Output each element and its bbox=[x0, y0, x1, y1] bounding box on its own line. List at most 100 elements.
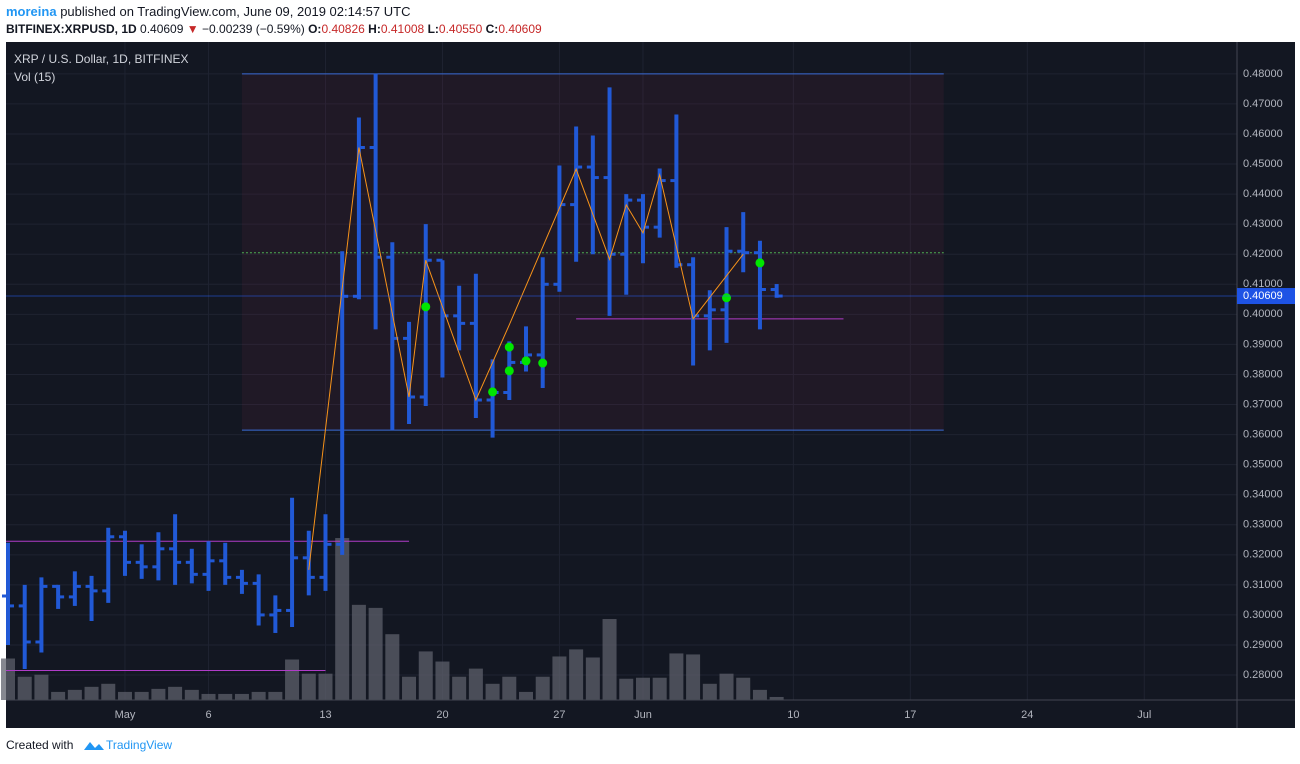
y-tick-label: 0.39000 bbox=[1243, 338, 1283, 350]
x-tick-label: Jul bbox=[1137, 709, 1151, 721]
l: 0.40550 bbox=[438, 22, 483, 36]
symbol-line: BITFINEX:XRPUSD, 1D 0.40609 ▼ −0.00239 (… bbox=[6, 22, 542, 36]
volume-bar bbox=[117, 691, 132, 700]
volume-bar bbox=[736, 677, 751, 700]
volume-bar bbox=[151, 688, 166, 700]
c-label: C: bbox=[485, 22, 499, 36]
y-tick-label: 0.33000 bbox=[1243, 519, 1283, 531]
volume-bar bbox=[268, 691, 283, 700]
y-tick-label: 0.43000 bbox=[1243, 218, 1283, 230]
y-tick-label: 0.29000 bbox=[1243, 639, 1283, 651]
volume-bar bbox=[51, 691, 66, 700]
volume-bar bbox=[702, 683, 717, 700]
volume-bar bbox=[1, 658, 16, 700]
volume-bar bbox=[686, 654, 701, 700]
y-tick-label: 0.31000 bbox=[1243, 579, 1283, 591]
last: 0.40609 bbox=[140, 22, 184, 36]
volume-bar bbox=[585, 657, 600, 700]
author[interactable]: moreina bbox=[6, 4, 57, 19]
volume-bar bbox=[402, 676, 417, 700]
volume-bar bbox=[552, 656, 567, 700]
volume-bar bbox=[435, 661, 450, 700]
y-tick-label: 0.30000 bbox=[1243, 609, 1283, 621]
y-tick-label: 0.41000 bbox=[1243, 278, 1283, 290]
volume-bar bbox=[519, 691, 534, 700]
arrow: ▼ bbox=[186, 22, 199, 36]
volume-bar bbox=[502, 676, 517, 700]
signal-dot bbox=[538, 358, 548, 368]
h: 0.41008 bbox=[380, 22, 425, 36]
volume-bar bbox=[635, 677, 650, 700]
symbol: BITFINEX:XRPUSD, 1D bbox=[6, 22, 137, 36]
volume-bar bbox=[335, 538, 350, 700]
published: published on TradingView.com, June 09, 2… bbox=[60, 4, 411, 19]
y-tick-label: 0.48000 bbox=[1243, 68, 1283, 80]
last-price-text: 0.40609 bbox=[1243, 290, 1283, 302]
volume-bar bbox=[485, 683, 500, 700]
volume-bar bbox=[385, 634, 400, 700]
x-tick-label: 6 bbox=[205, 709, 211, 721]
signal-dot bbox=[504, 342, 514, 352]
signal-dot bbox=[488, 387, 498, 397]
y-tick-label: 0.47000 bbox=[1243, 98, 1283, 110]
y-tick-label: 0.36000 bbox=[1243, 428, 1283, 440]
volume-bar bbox=[418, 651, 433, 700]
o: 0.40826 bbox=[321, 22, 365, 36]
volume-bar bbox=[184, 689, 199, 700]
y-tick-label: 0.28000 bbox=[1243, 669, 1283, 681]
volume-bar bbox=[34, 674, 49, 700]
volume-bar bbox=[201, 693, 216, 700]
h-label: H: bbox=[368, 22, 381, 36]
volume-bar bbox=[535, 676, 550, 700]
volume-bar bbox=[602, 619, 617, 700]
volume-bar bbox=[468, 668, 483, 700]
y-tick-label: 0.37000 bbox=[1243, 398, 1283, 410]
y-tick-label: 0.44000 bbox=[1243, 188, 1283, 200]
y-tick-label: 0.35000 bbox=[1243, 459, 1283, 471]
volume-bar bbox=[368, 607, 383, 700]
x-tick-label: 13 bbox=[319, 709, 331, 721]
y-tick-label: 0.34000 bbox=[1243, 489, 1283, 501]
signal-dot bbox=[421, 302, 431, 312]
legend-title: XRP / U.S. Dollar, 1D, BITFINEX bbox=[14, 52, 189, 66]
volume-bar bbox=[652, 677, 667, 700]
c: 0.40609 bbox=[498, 22, 542, 36]
volume-bar bbox=[351, 604, 366, 700]
volume-bar bbox=[251, 691, 266, 700]
y-tick-label: 0.46000 bbox=[1243, 128, 1283, 140]
last-price-tag bbox=[1237, 288, 1295, 305]
volume-bar bbox=[168, 686, 183, 700]
footer-brand[interactable]: TradingView bbox=[106, 738, 172, 752]
signal-dot bbox=[722, 293, 732, 303]
signal-dot bbox=[755, 258, 765, 268]
signal-dot bbox=[504, 366, 514, 376]
volume-bar bbox=[84, 686, 99, 700]
signal-dot bbox=[521, 356, 531, 366]
volume-bar bbox=[569, 649, 584, 700]
volume-bar bbox=[301, 673, 316, 700]
volume-bar bbox=[218, 693, 233, 700]
volume-bar bbox=[769, 696, 784, 700]
x-tick-label: 10 bbox=[787, 709, 799, 721]
volume-label: Vol (15) bbox=[14, 70, 55, 84]
volume-bar bbox=[719, 673, 734, 700]
x-tick-label: Jun bbox=[634, 709, 652, 721]
o-label: O: bbox=[308, 22, 322, 36]
volume-bar bbox=[134, 691, 149, 700]
x-tick-label: 24 bbox=[1021, 709, 1033, 721]
x-tick-label: May bbox=[115, 709, 136, 721]
volume-bar bbox=[67, 689, 82, 700]
volume-bar bbox=[619, 678, 634, 700]
volume-bar bbox=[752, 689, 767, 700]
y-tick-label: 0.40000 bbox=[1243, 308, 1283, 320]
chart-bg bbox=[6, 42, 1295, 728]
footer-created: Created with bbox=[6, 738, 73, 752]
x-tick-label: 20 bbox=[436, 709, 448, 721]
publish-line: moreina published on TradingView.com, Ju… bbox=[6, 4, 410, 19]
change: −0.00239 (−0.59%) bbox=[202, 22, 305, 36]
l-label: L: bbox=[427, 22, 439, 36]
volume-bar bbox=[101, 683, 116, 700]
zigzag bbox=[308, 147, 744, 570]
